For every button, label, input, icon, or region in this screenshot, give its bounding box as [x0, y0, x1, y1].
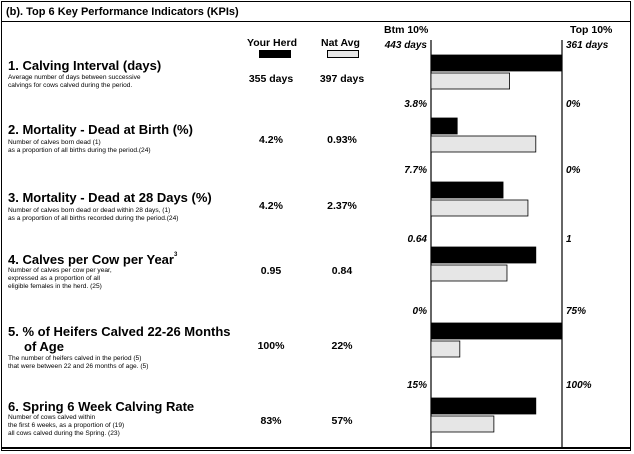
- kpi-3-your-herd: 4.2%: [259, 200, 283, 212]
- bar-your-herd-1: [430, 54, 563, 72]
- btm-label-2: 3.8%: [404, 99, 427, 110]
- your-herd-header: Your Herd: [247, 37, 297, 49]
- kpi-title-4: 4. Calves per Cow per Year3: [8, 252, 178, 267]
- bar-your-herd-5: [430, 322, 563, 340]
- kpi-4-nat-avg: 0.84: [331, 265, 353, 277]
- kpi-title-1: 1. Calving Interval (days): [8, 58, 162, 73]
- kpi-5-nat-avg: 22%: [331, 340, 353, 352]
- kpi-desc-3: Number of calves born dead or dead withi…: [8, 207, 179, 222]
- kpi-title-6: 6. Spring 6 Week Calving Rate: [8, 399, 195, 414]
- kpi-6-your-herd: 83%: [260, 415, 282, 427]
- kpi-3-nat-avg: 2.37%: [327, 200, 357, 212]
- top-label-5: 75%: [566, 306, 586, 317]
- top-label-3: 0%: [566, 165, 581, 176]
- kpi-1-nat-avg: 397 days: [319, 73, 365, 85]
- bar-nat-avg-4: [430, 264, 508, 282]
- kpi-4-your-herd: 0.95: [260, 265, 282, 277]
- btm-label-1: 443 days: [384, 40, 428, 51]
- top-10-header: Top 10%: [570, 24, 613, 36]
- kpi-desc-6: Number of cows calved within the first 6 …: [8, 414, 125, 437]
- kpi-title-5: 5. % of Heifers Calved 22-26 Months: [8, 324, 231, 339]
- bar-nat-avg-5: [430, 340, 461, 358]
- kpi-1-your-herd: 355 days: [248, 73, 294, 85]
- nat-avg-legend-swatch: [327, 50, 359, 58]
- top-label-6: 100%: [566, 380, 592, 391]
- bar-your-herd-4: [430, 246, 537, 264]
- kpi-title-5-cont: of Age: [24, 339, 64, 354]
- kpi-2-nat-avg: 0.93%: [327, 134, 357, 146]
- kpi-title-2: 2. Mortality - Dead at Birth (%): [8, 122, 193, 137]
- bar-your-herd-2: [430, 117, 458, 135]
- bar-nat-avg-2: [430, 135, 537, 153]
- kpi-5-your-herd: 100%: [257, 340, 285, 352]
- kpi-desc-4: Number of calves per cow per year, expres…: [8, 267, 112, 290]
- btm-label-4: 0.64: [408, 234, 428, 245]
- kpi-2-your-herd: 4.2%: [259, 134, 283, 146]
- bar-nat-avg-3: [430, 199, 529, 217]
- header-divider: [1, 21, 631, 22]
- panel-title: (b). Top 6 Key Performance Indicators (K…: [6, 6, 239, 18]
- top-label-2: 0%: [566, 99, 581, 110]
- btm-label-6: 15%: [407, 380, 427, 391]
- bar-your-herd-6: [430, 397, 537, 415]
- bar-nat-avg-6: [430, 415, 495, 433]
- kpi-desc-2: Number of calves born dead (1) as a propo…: [8, 139, 151, 154]
- kpi-desc-5: The number of heifers calved in the peri…: [8, 355, 149, 370]
- btm-label-5: 0%: [413, 306, 428, 317]
- bar-nat-avg-1: [430, 72, 510, 90]
- bar-your-herd-3: [430, 181, 504, 199]
- btm-10-header: Btm 10%: [384, 24, 429, 36]
- bottom-divider: [1, 447, 631, 449]
- nat-avg-header: Nat Avg: [321, 37, 360, 49]
- kpi-6-nat-avg: 57%: [331, 415, 353, 427]
- btm-label-3: 7.7%: [404, 165, 427, 176]
- your-herd-legend-swatch: [259, 50, 291, 58]
- kpi-title-3: 3. Mortality - Dead at 28 Days (%): [8, 190, 212, 205]
- top-label-1: 361 days: [566, 40, 609, 51]
- top-label-4: 1: [566, 234, 572, 245]
- kpi-desc-1: Average number of days between successiv…: [8, 74, 141, 89]
